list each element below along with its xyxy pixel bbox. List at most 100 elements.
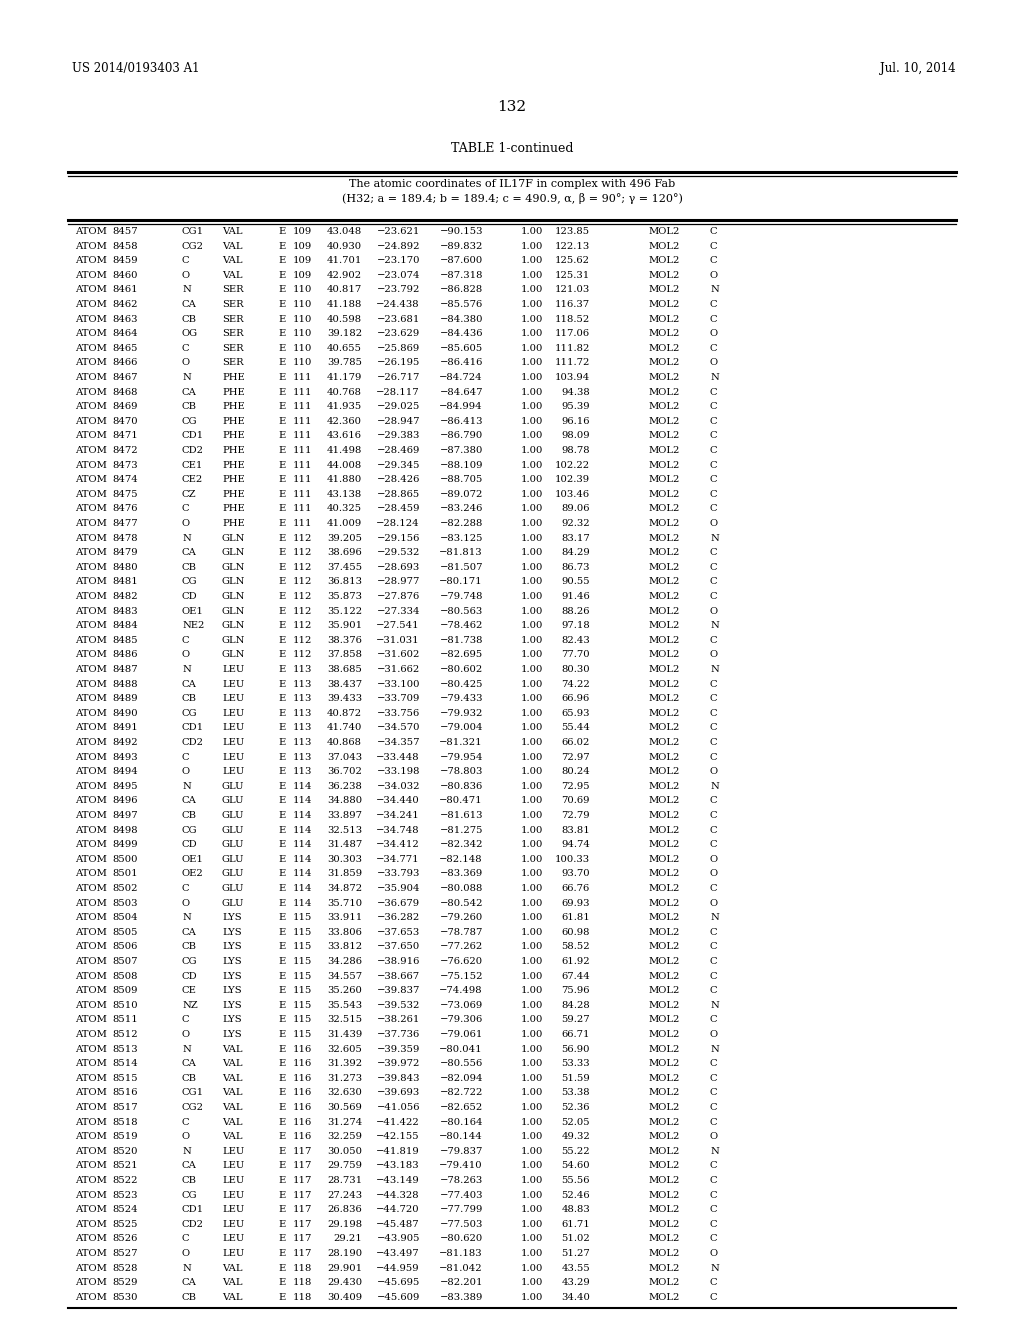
Text: MOL2: MOL2 [648, 343, 679, 352]
Text: CA: CA [182, 300, 197, 309]
Text: 117: 117 [293, 1205, 312, 1214]
Text: 111: 111 [293, 446, 312, 455]
Text: −82.722: −82.722 [439, 1089, 483, 1097]
Text: VAL: VAL [222, 1292, 243, 1302]
Text: −84.647: −84.647 [439, 388, 483, 396]
Text: C: C [710, 1118, 718, 1126]
Text: −79.061: −79.061 [439, 1030, 483, 1039]
Text: −34.241: −34.241 [376, 810, 420, 820]
Text: ATOM: ATOM [75, 1147, 106, 1156]
Text: ATOM: ATOM [75, 271, 106, 280]
Text: 8472: 8472 [113, 446, 138, 455]
Text: 40.598: 40.598 [327, 314, 362, 323]
Text: CG: CG [182, 709, 198, 718]
Text: −26.717: −26.717 [377, 374, 420, 381]
Text: MOL2: MOL2 [648, 680, 679, 689]
Text: C: C [710, 1073, 718, 1082]
Text: 8469: 8469 [113, 403, 138, 412]
Text: GLU: GLU [222, 870, 245, 878]
Text: 1.00: 1.00 [520, 1249, 543, 1258]
Text: −89.832: −89.832 [439, 242, 483, 251]
Text: −86.790: −86.790 [439, 432, 483, 441]
Text: GLU: GLU [222, 884, 245, 894]
Text: MOL2: MOL2 [648, 1249, 679, 1258]
Text: TABLE 1-continued: TABLE 1-continued [451, 143, 573, 154]
Text: ATOM: ATOM [75, 870, 106, 878]
Text: 8506: 8506 [113, 942, 138, 952]
Text: OE1: OE1 [182, 607, 204, 615]
Text: 112: 112 [293, 591, 312, 601]
Text: CG: CG [182, 957, 198, 966]
Text: −33.100: −33.100 [377, 680, 420, 689]
Text: 35.901: 35.901 [327, 622, 362, 630]
Text: −81.613: −81.613 [439, 810, 483, 820]
Text: MOL2: MOL2 [648, 709, 679, 718]
Text: E: E [278, 986, 286, 995]
Text: E: E [278, 810, 286, 820]
Text: E: E [278, 577, 286, 586]
Text: 113: 113 [293, 767, 312, 776]
Text: 37.858: 37.858 [327, 651, 362, 660]
Text: MOL2: MOL2 [648, 855, 679, 863]
Text: O: O [182, 899, 190, 908]
Text: 8527: 8527 [113, 1249, 138, 1258]
Text: ATOM: ATOM [75, 781, 106, 791]
Text: 1.00: 1.00 [520, 870, 543, 878]
Text: −79.954: −79.954 [439, 752, 483, 762]
Text: 59.27: 59.27 [561, 1015, 590, 1024]
Text: −34.748: −34.748 [377, 825, 420, 834]
Text: 114: 114 [293, 870, 312, 878]
Text: 8524: 8524 [113, 1205, 138, 1214]
Text: −28.977: −28.977 [377, 577, 420, 586]
Text: 1.00: 1.00 [520, 723, 543, 733]
Text: −28.459: −28.459 [377, 504, 420, 513]
Text: ATOM: ATOM [75, 825, 106, 834]
Text: O: O [710, 870, 718, 878]
Text: −33.793: −33.793 [377, 870, 420, 878]
Text: CA: CA [182, 796, 197, 805]
Text: SER: SER [222, 343, 244, 352]
Text: −45.487: −45.487 [377, 1220, 420, 1229]
Text: 1.00: 1.00 [520, 957, 543, 966]
Text: 30.409: 30.409 [327, 1292, 362, 1302]
Text: −80.041: −80.041 [439, 1044, 483, 1053]
Text: VAL: VAL [222, 1044, 243, 1053]
Text: ATOM: ATOM [75, 622, 106, 630]
Text: C: C [182, 884, 189, 894]
Text: C: C [710, 461, 718, 470]
Text: 51.59: 51.59 [561, 1073, 590, 1082]
Text: −83.246: −83.246 [439, 504, 483, 513]
Text: E: E [278, 1089, 286, 1097]
Text: 61.92: 61.92 [561, 957, 590, 966]
Text: 35.260: 35.260 [327, 986, 362, 995]
Text: C: C [710, 986, 718, 995]
Text: 8518: 8518 [113, 1118, 138, 1126]
Text: 8497: 8497 [113, 810, 138, 820]
Text: E: E [278, 1205, 286, 1214]
Text: −81.275: −81.275 [439, 825, 483, 834]
Text: MOL2: MOL2 [648, 694, 679, 704]
Text: SER: SER [222, 329, 244, 338]
Text: −27.876: −27.876 [377, 591, 420, 601]
Text: ATOM: ATOM [75, 446, 106, 455]
Text: C: C [710, 577, 718, 586]
Text: 60.98: 60.98 [561, 928, 590, 937]
Text: 113: 113 [293, 752, 312, 762]
Text: −26.195: −26.195 [377, 359, 420, 367]
Text: −84.380: −84.380 [439, 314, 483, 323]
Text: 113: 113 [293, 680, 312, 689]
Text: 1.00: 1.00 [520, 461, 543, 470]
Text: 114: 114 [293, 781, 312, 791]
Text: 115: 115 [293, 986, 312, 995]
Text: −77.403: −77.403 [439, 1191, 483, 1200]
Text: 1.00: 1.00 [520, 913, 543, 923]
Text: 1.00: 1.00 [520, 285, 543, 294]
Text: −43.497: −43.497 [377, 1249, 420, 1258]
Text: C: C [182, 752, 189, 762]
Text: 1.00: 1.00 [520, 359, 543, 367]
Text: 1.00: 1.00 [520, 1234, 543, 1243]
Text: −23.792: −23.792 [377, 285, 420, 294]
Text: 122.13: 122.13 [555, 242, 590, 251]
Text: LEU: LEU [222, 680, 245, 689]
Text: 8501: 8501 [113, 870, 138, 878]
